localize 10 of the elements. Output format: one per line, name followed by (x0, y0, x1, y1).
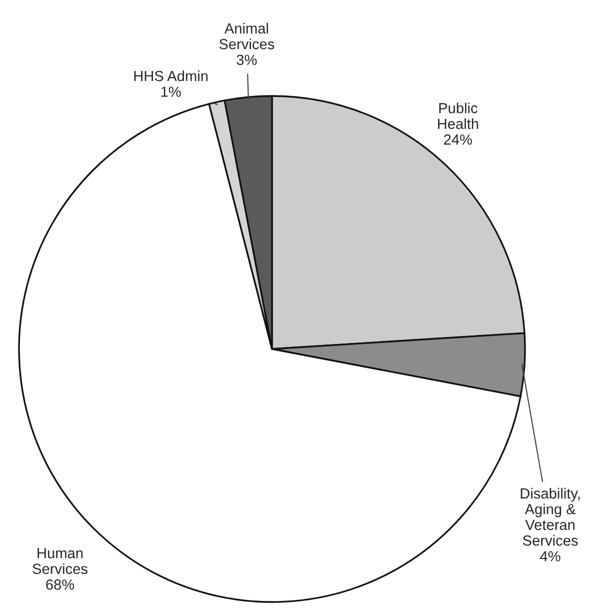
slice-label: Disability, Aging & Veteran Services (520, 488, 580, 546)
data-label: 24% (444, 134, 472, 145)
slice-label: Human Services (32, 548, 88, 574)
data-label: 4% (540, 551, 560, 562)
data-label: 68% (46, 579, 74, 590)
data-label: 1% (161, 86, 181, 97)
slice-label: Public Health (438, 102, 478, 130)
slice-label: HHS Admin (134, 70, 208, 82)
slice-label: Animal Services (219, 22, 274, 50)
data-label: 3% (236, 54, 257, 66)
